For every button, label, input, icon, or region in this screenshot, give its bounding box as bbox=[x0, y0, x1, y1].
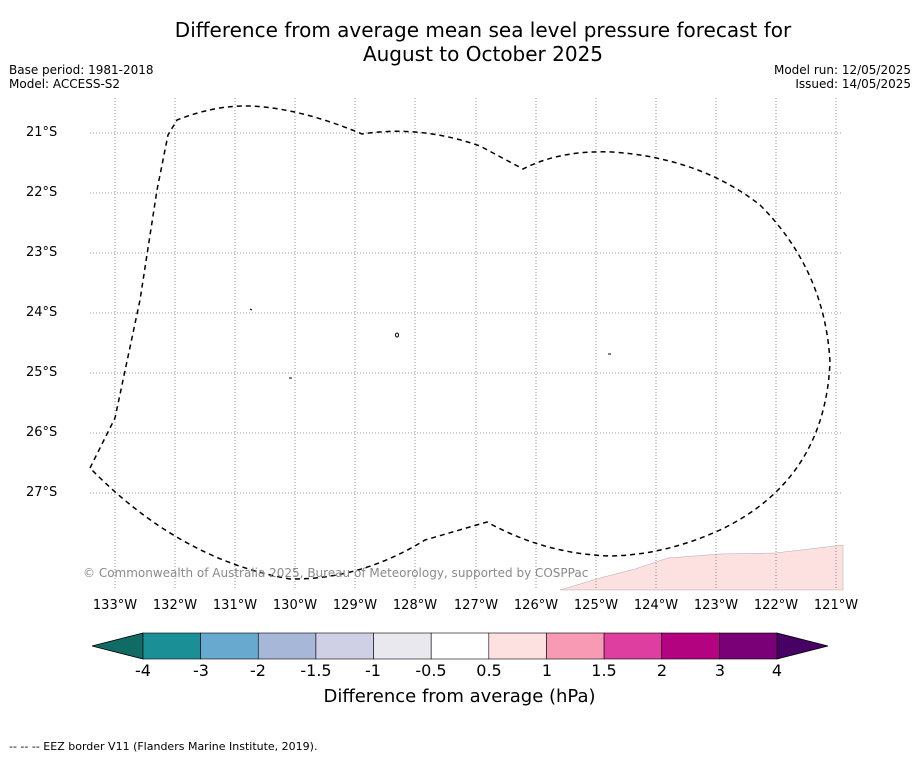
island bbox=[395, 332, 399, 338]
lon-label: 130°W bbox=[272, 598, 318, 613]
colorbar-over-arrow bbox=[776, 632, 829, 660]
lon-label: 129°W bbox=[332, 598, 378, 613]
issued-date: Issued: 14/05/2025 bbox=[795, 77, 911, 91]
model-run: Model run: 12/05/2025 bbox=[773, 63, 911, 77]
lon-label: 127°W bbox=[453, 598, 499, 613]
eez-legend-footer: -- -- -- EEZ border V11 (Flanders Marine… bbox=[9, 740, 318, 753]
colorbar-tick-label: 4 bbox=[771, 661, 783, 680]
lon-label: 128°W bbox=[392, 598, 438, 613]
colorbar-segment bbox=[488, 632, 547, 660]
map-title: Difference from average mean sea level p… bbox=[0, 18, 919, 66]
lon-label: 133°W bbox=[92, 598, 138, 613]
lon-label: 124°W bbox=[633, 598, 679, 613]
lat-label: 23°S bbox=[26, 245, 58, 260]
colorbar-tick-label: 2 bbox=[656, 661, 668, 680]
colorbar-title: Difference from average (hPa) bbox=[323, 686, 596, 707]
colorbar-tick-label: -2 bbox=[250, 661, 266, 680]
meta-right: Model run: 12/05/2025 Issued: 14/05/2025 bbox=[774, 63, 911, 91]
lat-label: 25°S bbox=[26, 365, 58, 380]
title-line-2: August to October 2025 bbox=[362, 42, 604, 66]
lon-label: 126°W bbox=[513, 598, 559, 613]
model-name: Model: ACCESS-S2 bbox=[9, 77, 121, 91]
colorbar-segment bbox=[546, 632, 605, 660]
colorbar-segment bbox=[315, 632, 374, 660]
colorbar bbox=[91, 632, 829, 660]
colorbar-tick-label: -0.5 bbox=[415, 661, 447, 680]
colorbar-under-arrow bbox=[91, 632, 144, 660]
islands bbox=[249, 308, 611, 379]
lon-label: 121°W bbox=[813, 598, 859, 613]
island bbox=[249, 308, 253, 311]
colorbar-segment bbox=[719, 632, 778, 660]
graticule bbox=[90, 98, 843, 590]
lat-label: 21°S bbox=[26, 125, 58, 140]
lon-label: 131°W bbox=[212, 598, 258, 613]
colorbar-segment bbox=[200, 632, 259, 660]
lon-label: 125°W bbox=[573, 598, 619, 613]
eez-border bbox=[89, 105, 831, 580]
colorbar-segment bbox=[603, 632, 663, 660]
colorbar-segment bbox=[430, 632, 490, 660]
base-period: Base period: 1981-2018 bbox=[9, 63, 154, 77]
title-line-1: Difference from average mean sea level p… bbox=[174, 18, 792, 42]
colorbar-tick-label: -3 bbox=[193, 661, 209, 680]
lat-label: 26°S bbox=[26, 425, 58, 440]
colorbar-segment bbox=[257, 632, 317, 660]
colorbar-tick-label: -1 bbox=[365, 661, 381, 680]
anomaly-fill bbox=[559, 544, 844, 591]
meta-left: Base period: 1981-2018 Model: ACCESS-S2 bbox=[9, 63, 154, 91]
lon-label: 123°W bbox=[693, 598, 739, 613]
colorbar-tick-label: -4 bbox=[135, 661, 151, 680]
colorbar-tick-label: 0.5 bbox=[476, 661, 502, 680]
colorbar-tick-label: 3 bbox=[714, 661, 726, 680]
lon-label: 122°W bbox=[753, 598, 799, 613]
colorbar-segment bbox=[373, 632, 432, 660]
lat-label: 27°S bbox=[26, 485, 58, 500]
colorbar-tick-label: 1.5 bbox=[591, 661, 617, 680]
lat-label: 24°S bbox=[26, 305, 58, 320]
colorbar-segment bbox=[142, 632, 201, 660]
colorbar-tick-label: -1.5 bbox=[300, 661, 332, 680]
colorbar-segment bbox=[661, 632, 720, 660]
lon-label: 132°W bbox=[152, 598, 198, 613]
lat-label: 22°S bbox=[26, 185, 58, 200]
colorbar-tick-label: 1 bbox=[541, 661, 553, 680]
copyright-notice: © Commonwealth of Australia 2025, Bureau… bbox=[83, 566, 589, 580]
